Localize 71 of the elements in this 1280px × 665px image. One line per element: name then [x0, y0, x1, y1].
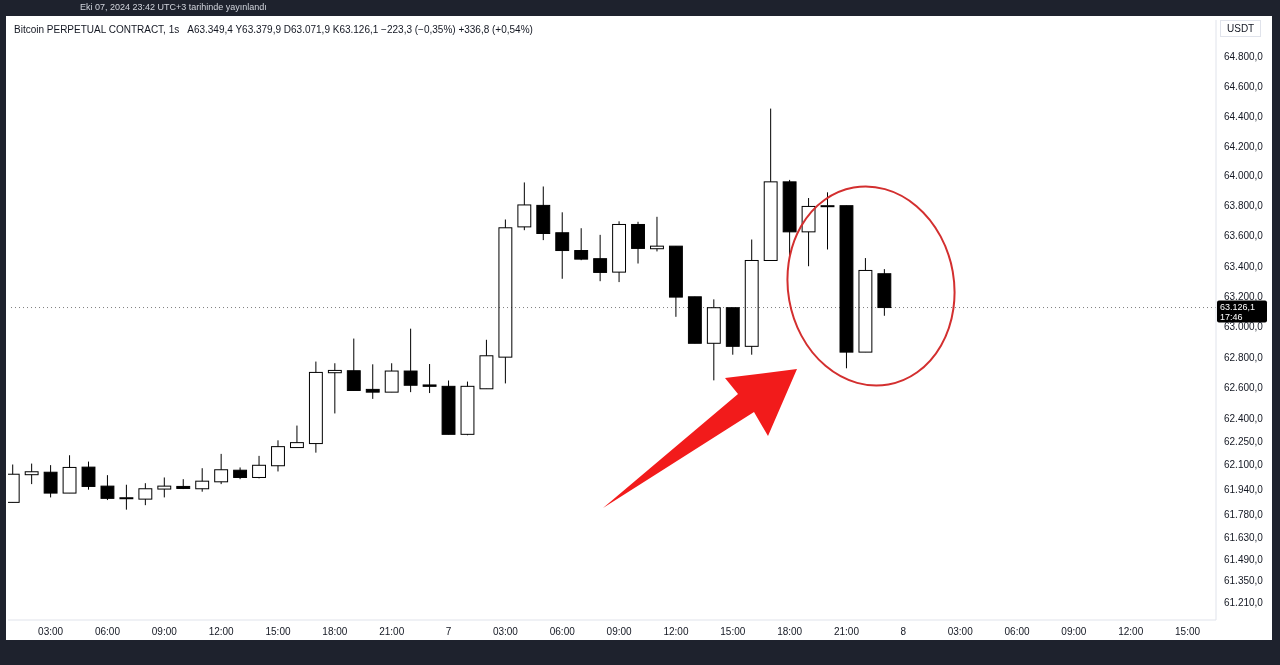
y-tick-label: 62.800,0 — [1224, 351, 1264, 363]
y-tick-label: 64.400,0 — [1224, 110, 1264, 122]
y-tick-label: 63.800,0 — [1224, 200, 1264, 212]
x-tick-label: 03:00 — [947, 626, 974, 638]
y-tick-label: 61.490,0 — [1224, 553, 1264, 565]
x-tick-label: 8 — [900, 626, 907, 638]
x-tick-label: 06:00 — [94, 626, 121, 638]
x-tick-label: 03:00 — [38, 626, 64, 638]
x-tick-label: 09:00 — [151, 626, 178, 638]
x-tick-label: 12:00 — [1118, 626, 1144, 638]
x-tick-label: 15:00 — [720, 626, 746, 638]
chart-title: Bitcoin PERPETUAL CONTRACT, 1s — [14, 24, 180, 35]
candlestick — [422, 363, 437, 394]
y-axis-title: USDT — [1220, 20, 1262, 37]
y-tick-label: 64.000,0 — [1224, 170, 1264, 182]
candlestick — [24, 463, 39, 485]
x-tick-label: 06:00 — [549, 626, 576, 638]
x-tick-label: 15:00 — [1175, 626, 1201, 638]
candlestick — [119, 484, 134, 511]
y-tick-label: 61.210,0 — [1224, 597, 1264, 609]
candlestick — [517, 181, 532, 231]
candlestick — [403, 328, 418, 393]
y-tick-label: 63.400,0 — [1224, 260, 1264, 272]
candlestick — [138, 482, 153, 506]
y-tick-label: 61.940,0 — [1224, 483, 1264, 495]
y-tick-label: 63.000,0 — [1224, 321, 1264, 333]
y-tick-label: 63.600,0 — [1224, 230, 1264, 242]
y-tick-label: 62.250,0 — [1224, 435, 1264, 447]
candlestick — [631, 221, 645, 265]
candlestick — [346, 338, 361, 391]
candlestick — [81, 461, 96, 491]
candlestick — [214, 453, 229, 485]
y-tick-label: 61.780,0 — [1224, 508, 1264, 520]
y-tick-label: 64.200,0 — [1224, 140, 1264, 152]
y-tick-label: 61.350,0 — [1224, 575, 1264, 587]
candlestick — [43, 464, 58, 498]
y-tick-label: 61.630,0 — [1224, 531, 1264, 543]
candlestick — [365, 363, 380, 400]
x-tick-label: 15:00 — [265, 626, 291, 638]
y-tick-label: 64.800,0 — [1224, 51, 1264, 63]
candlestick — [384, 362, 399, 393]
x-tick-label: 12:00 — [208, 626, 235, 638]
x-tick-label: 12:00 — [663, 626, 689, 638]
candlestick — [290, 425, 304, 449]
candlestick — [157, 476, 172, 498]
text: 17:46 — [1220, 311, 1243, 322]
text: Eki 07, 2024 23:42 UTC+3 tarihinde yayınlandı — [80, 2, 267, 12]
x-tick-label: 09:00 — [606, 626, 633, 638]
y-tick-label: 63.200,0 — [1224, 290, 1264, 302]
x-tick-label: 09:00 — [1061, 626, 1087, 638]
x-tick-label: 06:00 — [1004, 626, 1030, 638]
x-tick-label: 18:00 — [322, 626, 348, 638]
candlestick — [593, 234, 608, 282]
y-tick-label: 62.100,0 — [1224, 459, 1264, 471]
chart-subtitle: A63.349,4 Y63.379,9 D63.071,9 K63.126,1 −223,3 (−0,35%) +336,8 (+0,54%) — [187, 24, 533, 35]
candlestick — [271, 439, 285, 472]
candlestick — [555, 211, 570, 280]
x-tick-label: 21:00 — [833, 626, 860, 638]
candlestick — [100, 474, 115, 501]
candlestick — [327, 362, 342, 414]
x-tick-label: 18:00 — [777, 626, 803, 638]
y-tick-label: 64.600,0 — [1224, 81, 1264, 93]
x-tick-label: 7 — [445, 626, 452, 638]
x-tick-label: 03:00 — [492, 626, 519, 638]
candlestick — [195, 467, 210, 493]
ref-line-label: 63.126,1 — [1220, 301, 1256, 312]
candlestick — [574, 227, 589, 261]
x-tick-label: 21:00 — [379, 626, 405, 638]
candlestick — [820, 191, 835, 250]
y-tick-label: 62.600,0 — [1224, 382, 1264, 394]
y-tick-label: 62.400,0 — [1224, 412, 1264, 424]
